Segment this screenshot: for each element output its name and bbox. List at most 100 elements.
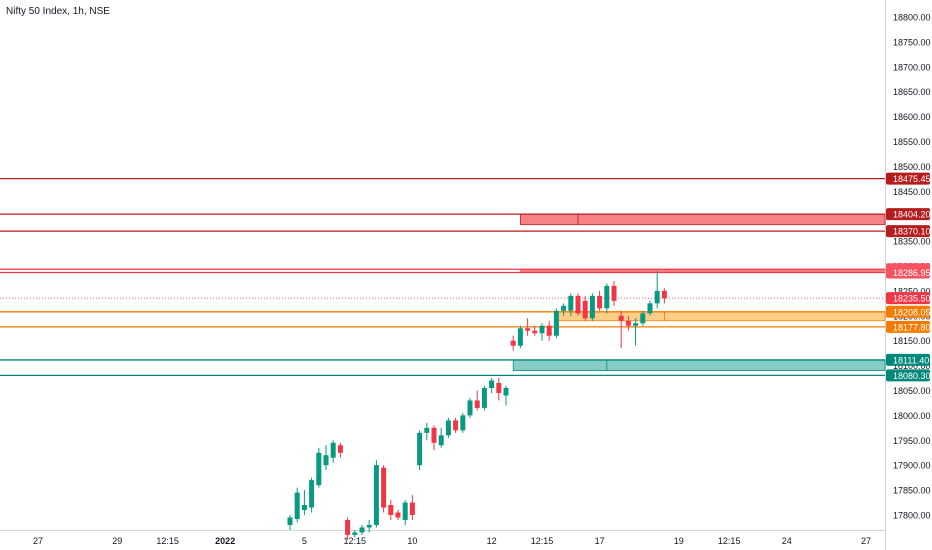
price-label-bg <box>886 353 930 366</box>
candle-body[interactable] <box>489 380 495 389</box>
y-tick-label: 18600.00 <box>893 112 931 122</box>
candle-body[interactable] <box>352 532 358 535</box>
candle-body[interactable] <box>345 519 351 535</box>
candle-body[interactable] <box>359 527 365 533</box>
candle-body[interactable] <box>625 320 631 326</box>
x-tick-label: 27 <box>861 536 871 546</box>
candle-body[interactable] <box>373 465 379 525</box>
candle-body[interactable] <box>301 505 307 511</box>
candle-body[interactable] <box>503 388 509 396</box>
candle-body[interactable] <box>438 435 444 446</box>
candle-body[interactable] <box>575 295 581 314</box>
price-label-bg <box>886 208 930 221</box>
candle-body[interactable] <box>589 295 595 319</box>
candle-body[interactable] <box>474 400 480 408</box>
price-label: 18475.45 <box>893 174 931 184</box>
candle-body[interactable] <box>409 502 415 515</box>
price-label: 18370.10 <box>893 227 931 237</box>
y-tick-label: 17900.00 <box>893 461 931 471</box>
candle-body[interactable] <box>395 512 401 518</box>
x-tick-label: 12:15 <box>531 536 554 546</box>
candle-body[interactable] <box>568 295 574 311</box>
zone-resistance <box>520 213 886 226</box>
candle-body[interactable] <box>546 325 552 336</box>
candle-body[interactable] <box>330 442 336 458</box>
candle-body[interactable] <box>532 330 538 334</box>
y-tick-label: 17800.00 <box>893 511 931 521</box>
candle-body[interactable] <box>604 285 610 309</box>
candle-body[interactable] <box>431 427 437 443</box>
x-tick-label: 12:15 <box>344 536 367 546</box>
candle-body[interactable] <box>525 328 531 331</box>
candle-body[interactable] <box>287 517 293 525</box>
y-tick-label: 18450.00 <box>893 187 931 197</box>
candle-body[interactable] <box>445 420 451 436</box>
candle-body[interactable] <box>402 502 408 520</box>
zone-support-green <box>512 359 886 371</box>
last-price-label-bg <box>886 292 930 305</box>
price-label: 18286.95 <box>893 268 931 278</box>
price-label-bg <box>886 225 930 238</box>
candle-body[interactable] <box>618 315 624 321</box>
x-tick-label: 12:15 <box>156 536 179 546</box>
x-tick-label: 5 <box>302 536 307 546</box>
candle-body[interactable] <box>582 300 588 319</box>
candle-body[interactable] <box>388 505 394 515</box>
candle-body[interactable] <box>539 325 545 334</box>
candle-body[interactable] <box>611 285 617 301</box>
x-tick-label: 29 <box>112 536 122 546</box>
y-tick-label: 18050.00 <box>893 386 931 396</box>
candle-body[interactable] <box>366 524 372 528</box>
candle-body[interactable] <box>640 313 646 324</box>
candle-body[interactable] <box>323 455 329 466</box>
candle-body[interactable] <box>424 427 430 433</box>
price-label: 18404.20 <box>893 210 931 220</box>
candle-body[interactable] <box>661 290 667 299</box>
candle-body[interactable] <box>381 467 387 508</box>
price-label-bg <box>886 320 930 333</box>
candle-body[interactable] <box>654 290 660 304</box>
y-tick-label: 18250.00 <box>893 286 931 296</box>
candle-body[interactable] <box>647 303 653 314</box>
candle-body[interactable] <box>294 492 300 519</box>
price-label-bg <box>886 172 930 185</box>
y-tick-label: 17950.00 <box>893 436 931 446</box>
candle-body[interactable] <box>517 328 523 346</box>
y-tick-label: 18350.00 <box>893 237 931 247</box>
candle-body[interactable] <box>417 432 423 466</box>
candle-body[interactable] <box>633 323 639 326</box>
candle-body[interactable] <box>496 383 502 393</box>
candle-body[interactable] <box>467 400 473 416</box>
candle-body[interactable] <box>453 420 459 431</box>
y-tick-label: 17850.00 <box>893 486 931 496</box>
candle-body[interactable] <box>510 340 516 346</box>
y-tick-label: 18750.00 <box>893 37 931 47</box>
chart-title: Nifty 50 Index, 1h, NSE <box>6 6 110 17</box>
x-tick-label: 17 <box>595 536 605 546</box>
zone-support-orange <box>556 311 886 322</box>
candle-body[interactable] <box>561 305 567 311</box>
x-tick-label: 10 <box>407 536 417 546</box>
candle-body[interactable] <box>460 415 466 431</box>
price-label: 18177.80 <box>893 322 931 332</box>
candle-body[interactable] <box>481 388 487 408</box>
y-tick-label: 18700.00 <box>893 62 931 72</box>
candle-body[interactable] <box>316 452 322 486</box>
candle-body[interactable] <box>553 310 559 336</box>
candle-body[interactable] <box>337 445 343 453</box>
y-tick-label: 18000.00 <box>893 411 931 421</box>
price-label-bg <box>886 266 930 279</box>
y-tick-label: 18800.00 <box>893 13 931 23</box>
candle-body[interactable] <box>309 480 315 508</box>
y-tick-label: 18500.00 <box>893 162 931 172</box>
plot-area[interactable] <box>0 0 885 530</box>
x-tick-label: 12:15 <box>718 536 741 546</box>
price-label-bg <box>886 305 930 318</box>
x-tick-label: 27 <box>33 536 43 546</box>
x-tick-label: 12 <box>487 536 497 546</box>
price-label-bg <box>886 369 930 382</box>
price-label: 18208.05 <box>893 307 931 317</box>
candle-body[interactable] <box>597 295 603 309</box>
